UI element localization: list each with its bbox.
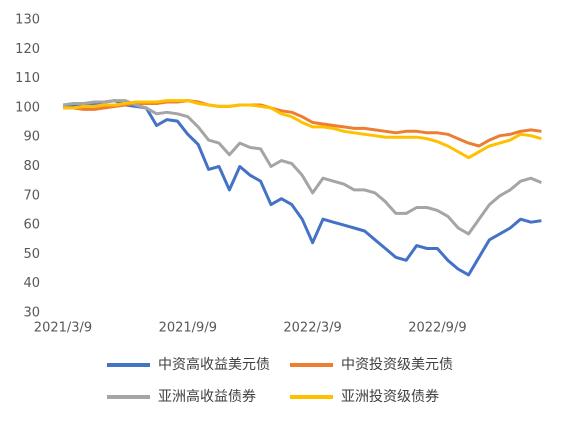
y-tick-label: 110 (15, 71, 40, 86)
legend-label: 亚洲高收益债券 (158, 388, 256, 405)
series-line (62, 99, 542, 277)
y-tick-label: 30 (23, 306, 40, 321)
y-tick-label: 40 (23, 276, 40, 291)
series-line (62, 99, 542, 236)
series-line (63, 99, 542, 160)
x-tick-label: 2021/3/9 (34, 321, 92, 336)
legend-label: 中资投资级美元债 (341, 357, 453, 373)
x-tick-label: 2022/3/9 (283, 321, 341, 336)
legend-label: 中资高收益美元债 (158, 356, 270, 373)
x-tick-label: 2021/9/9 (159, 321, 217, 336)
y-tick-label: 100 (15, 100, 40, 115)
y-tick-label: 60 (23, 218, 40, 233)
y-tick-label: 80 (23, 159, 40, 174)
y-tick-label: 50 (23, 247, 40, 262)
y-tick-label: 130 (15, 13, 40, 28)
y-tick-label: 70 (23, 188, 40, 203)
y-tick-label: 90 (23, 130, 40, 145)
x-tick-label: 2022/9/9 (408, 321, 466, 336)
y-tick-label: 120 (15, 42, 40, 57)
legend-label: 亚洲投资级债券 (341, 389, 439, 405)
